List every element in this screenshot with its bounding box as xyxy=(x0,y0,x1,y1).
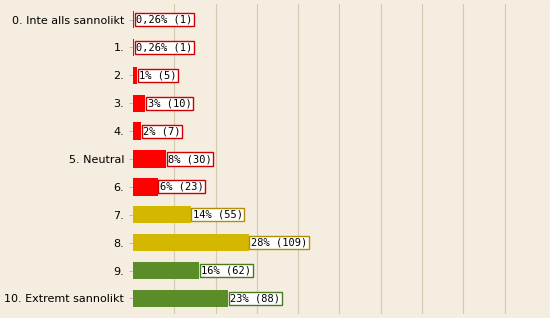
Bar xyxy=(133,67,137,84)
Text: 28% (109): 28% (109) xyxy=(251,238,307,248)
Bar xyxy=(133,122,141,140)
Text: 1% (5): 1% (5) xyxy=(139,70,177,80)
Bar xyxy=(133,206,191,224)
Bar xyxy=(133,234,249,251)
Text: 3% (10): 3% (10) xyxy=(147,98,191,108)
Text: 23% (88): 23% (88) xyxy=(230,294,280,303)
Bar xyxy=(133,150,166,168)
Text: 16% (62): 16% (62) xyxy=(201,266,251,276)
Bar xyxy=(133,11,134,28)
Text: 6% (23): 6% (23) xyxy=(160,182,204,192)
Bar xyxy=(133,178,158,196)
Text: 0,26% (1): 0,26% (1) xyxy=(136,42,192,52)
Bar xyxy=(133,39,134,56)
Bar xyxy=(133,262,199,279)
Text: 2% (7): 2% (7) xyxy=(144,126,181,136)
Text: 14% (55): 14% (55) xyxy=(193,210,243,220)
Text: 8% (30): 8% (30) xyxy=(168,154,212,164)
Text: 0,26% (1): 0,26% (1) xyxy=(136,15,192,24)
Bar xyxy=(133,94,145,112)
Bar xyxy=(133,290,228,307)
